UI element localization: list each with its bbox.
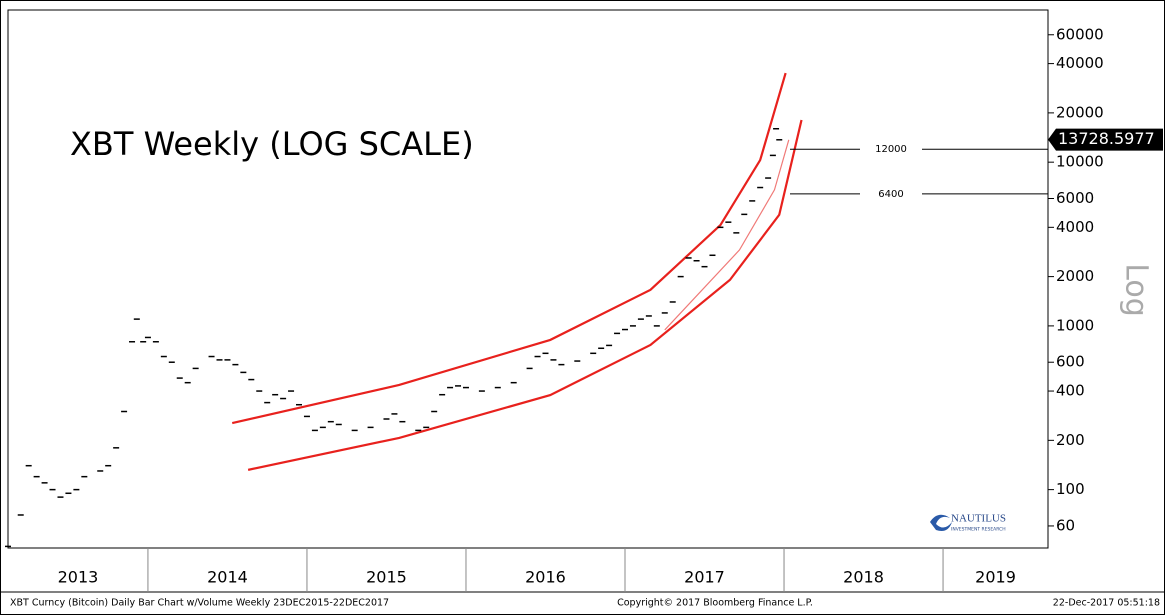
y-tick-label: 10000 xyxy=(1056,153,1104,171)
x-tick-label: 2013 xyxy=(58,568,99,587)
x-tick-label: 2019 xyxy=(975,568,1016,587)
channel-line xyxy=(247,119,803,471)
logo: NAUTILUS INVESTMENT RESEARCH xyxy=(930,513,1006,533)
x-tick-label: 2016 xyxy=(525,568,566,587)
y-tick-label: 400 xyxy=(1056,382,1085,400)
y-tick-label: 2000 xyxy=(1056,267,1094,285)
channel-line xyxy=(664,139,790,331)
y-tick-label: 6000 xyxy=(1056,189,1094,207)
plot-frame xyxy=(7,9,1049,549)
chart-title: XBT Weekly (LOG SCALE) xyxy=(70,125,474,163)
y-tick-label: 40000 xyxy=(1056,54,1104,72)
x-tick-label: 2018 xyxy=(843,568,884,587)
last-price-box xyxy=(1048,128,1163,151)
last-price-label: 13728.5977 xyxy=(1058,129,1155,148)
y-tick-label: 200 xyxy=(1056,431,1085,449)
y-tick-label: 1000 xyxy=(1056,316,1094,334)
channel-line xyxy=(231,72,787,425)
logo-subtext: INVESTMENT RESEARCH xyxy=(951,527,1006,533)
footer-center: Copyright© 2017 Bloomberg Finance L.P. xyxy=(617,598,813,609)
logo-text: NAUTILUS xyxy=(951,513,1006,525)
x-tick-label: 2017 xyxy=(684,568,725,587)
level-label: 6400 xyxy=(878,189,903,200)
y-axis-label: Log xyxy=(1119,263,1154,317)
footer-right: 22-Dec-2017 05:51:18 xyxy=(1053,598,1160,609)
x-tick-label: 2014 xyxy=(207,568,248,587)
y-tick-label: 100 xyxy=(1056,480,1085,498)
y-tick-label: 60000 xyxy=(1056,25,1104,43)
y-tick-label: 4000 xyxy=(1056,218,1094,236)
y-tick-label: 20000 xyxy=(1056,103,1104,121)
footer-left: XBT Curncy (Bitcoin) Daily Bar Chart w/V… xyxy=(10,598,389,609)
y-tick-label: 600 xyxy=(1056,353,1085,371)
y-tick-label: 60 xyxy=(1056,516,1075,534)
x-tick-label: 2015 xyxy=(366,568,407,587)
logo-icon xyxy=(930,514,952,531)
level-label: 12000 xyxy=(875,144,907,155)
